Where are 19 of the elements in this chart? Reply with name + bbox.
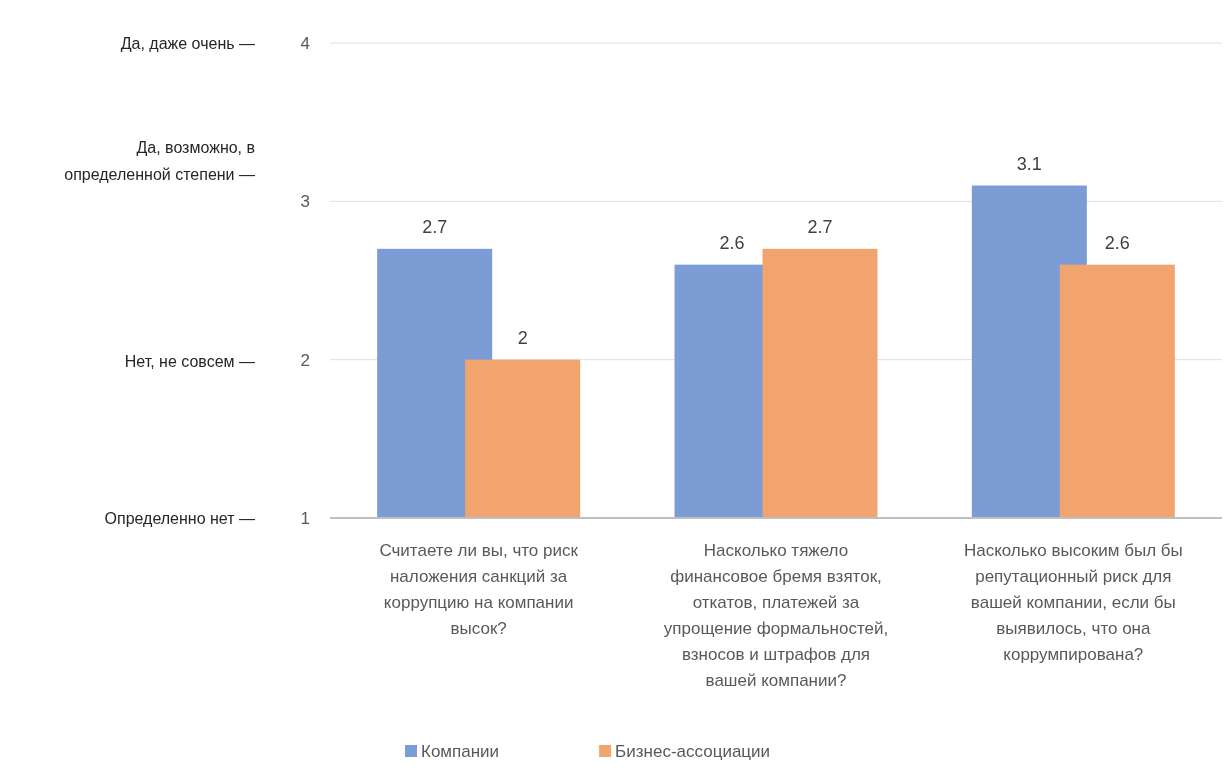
y-tick-label: 4 [300, 33, 310, 53]
text: Нет, не совсем — [124, 353, 255, 370]
x-tick-label: Насколько тяжело финансовое бремя взяток, откатов, платежей за упрощение формальностей, взносов и штрафов для вашей компании? [663, 541, 889, 690]
legend-label: Компании [421, 742, 500, 761]
legend-label: Бизнес-ассоциации [615, 742, 771, 761]
data-label: 3.1 [1016, 153, 1042, 174]
y-tick-label: 1 [300, 508, 310, 528]
text: Да, возможно, в определенной степени — [64, 138, 255, 183]
data-label: 2.7 [422, 216, 448, 237]
y-tick-label: 2 [300, 350, 310, 370]
data-label: 2.6 [1104, 232, 1130, 253]
data-label: 2 [517, 327, 528, 348]
x-tick-label: Насколько высоким был бы репутационный риск для вашей компании, если бы выявилось, что она коррумпирована? [963, 541, 1183, 664]
y-tick-label: 3 [300, 192, 310, 212]
text: Да, даже очень — [120, 35, 255, 52]
text: Определенно нет — [104, 510, 255, 527]
data-label: 2.6 [719, 232, 745, 253]
data-label: 2.7 [807, 216, 833, 237]
x-tick-label: Считаете ли вы, что риск наложения санкций за коррупцию на компании высок? [379, 541, 579, 638]
